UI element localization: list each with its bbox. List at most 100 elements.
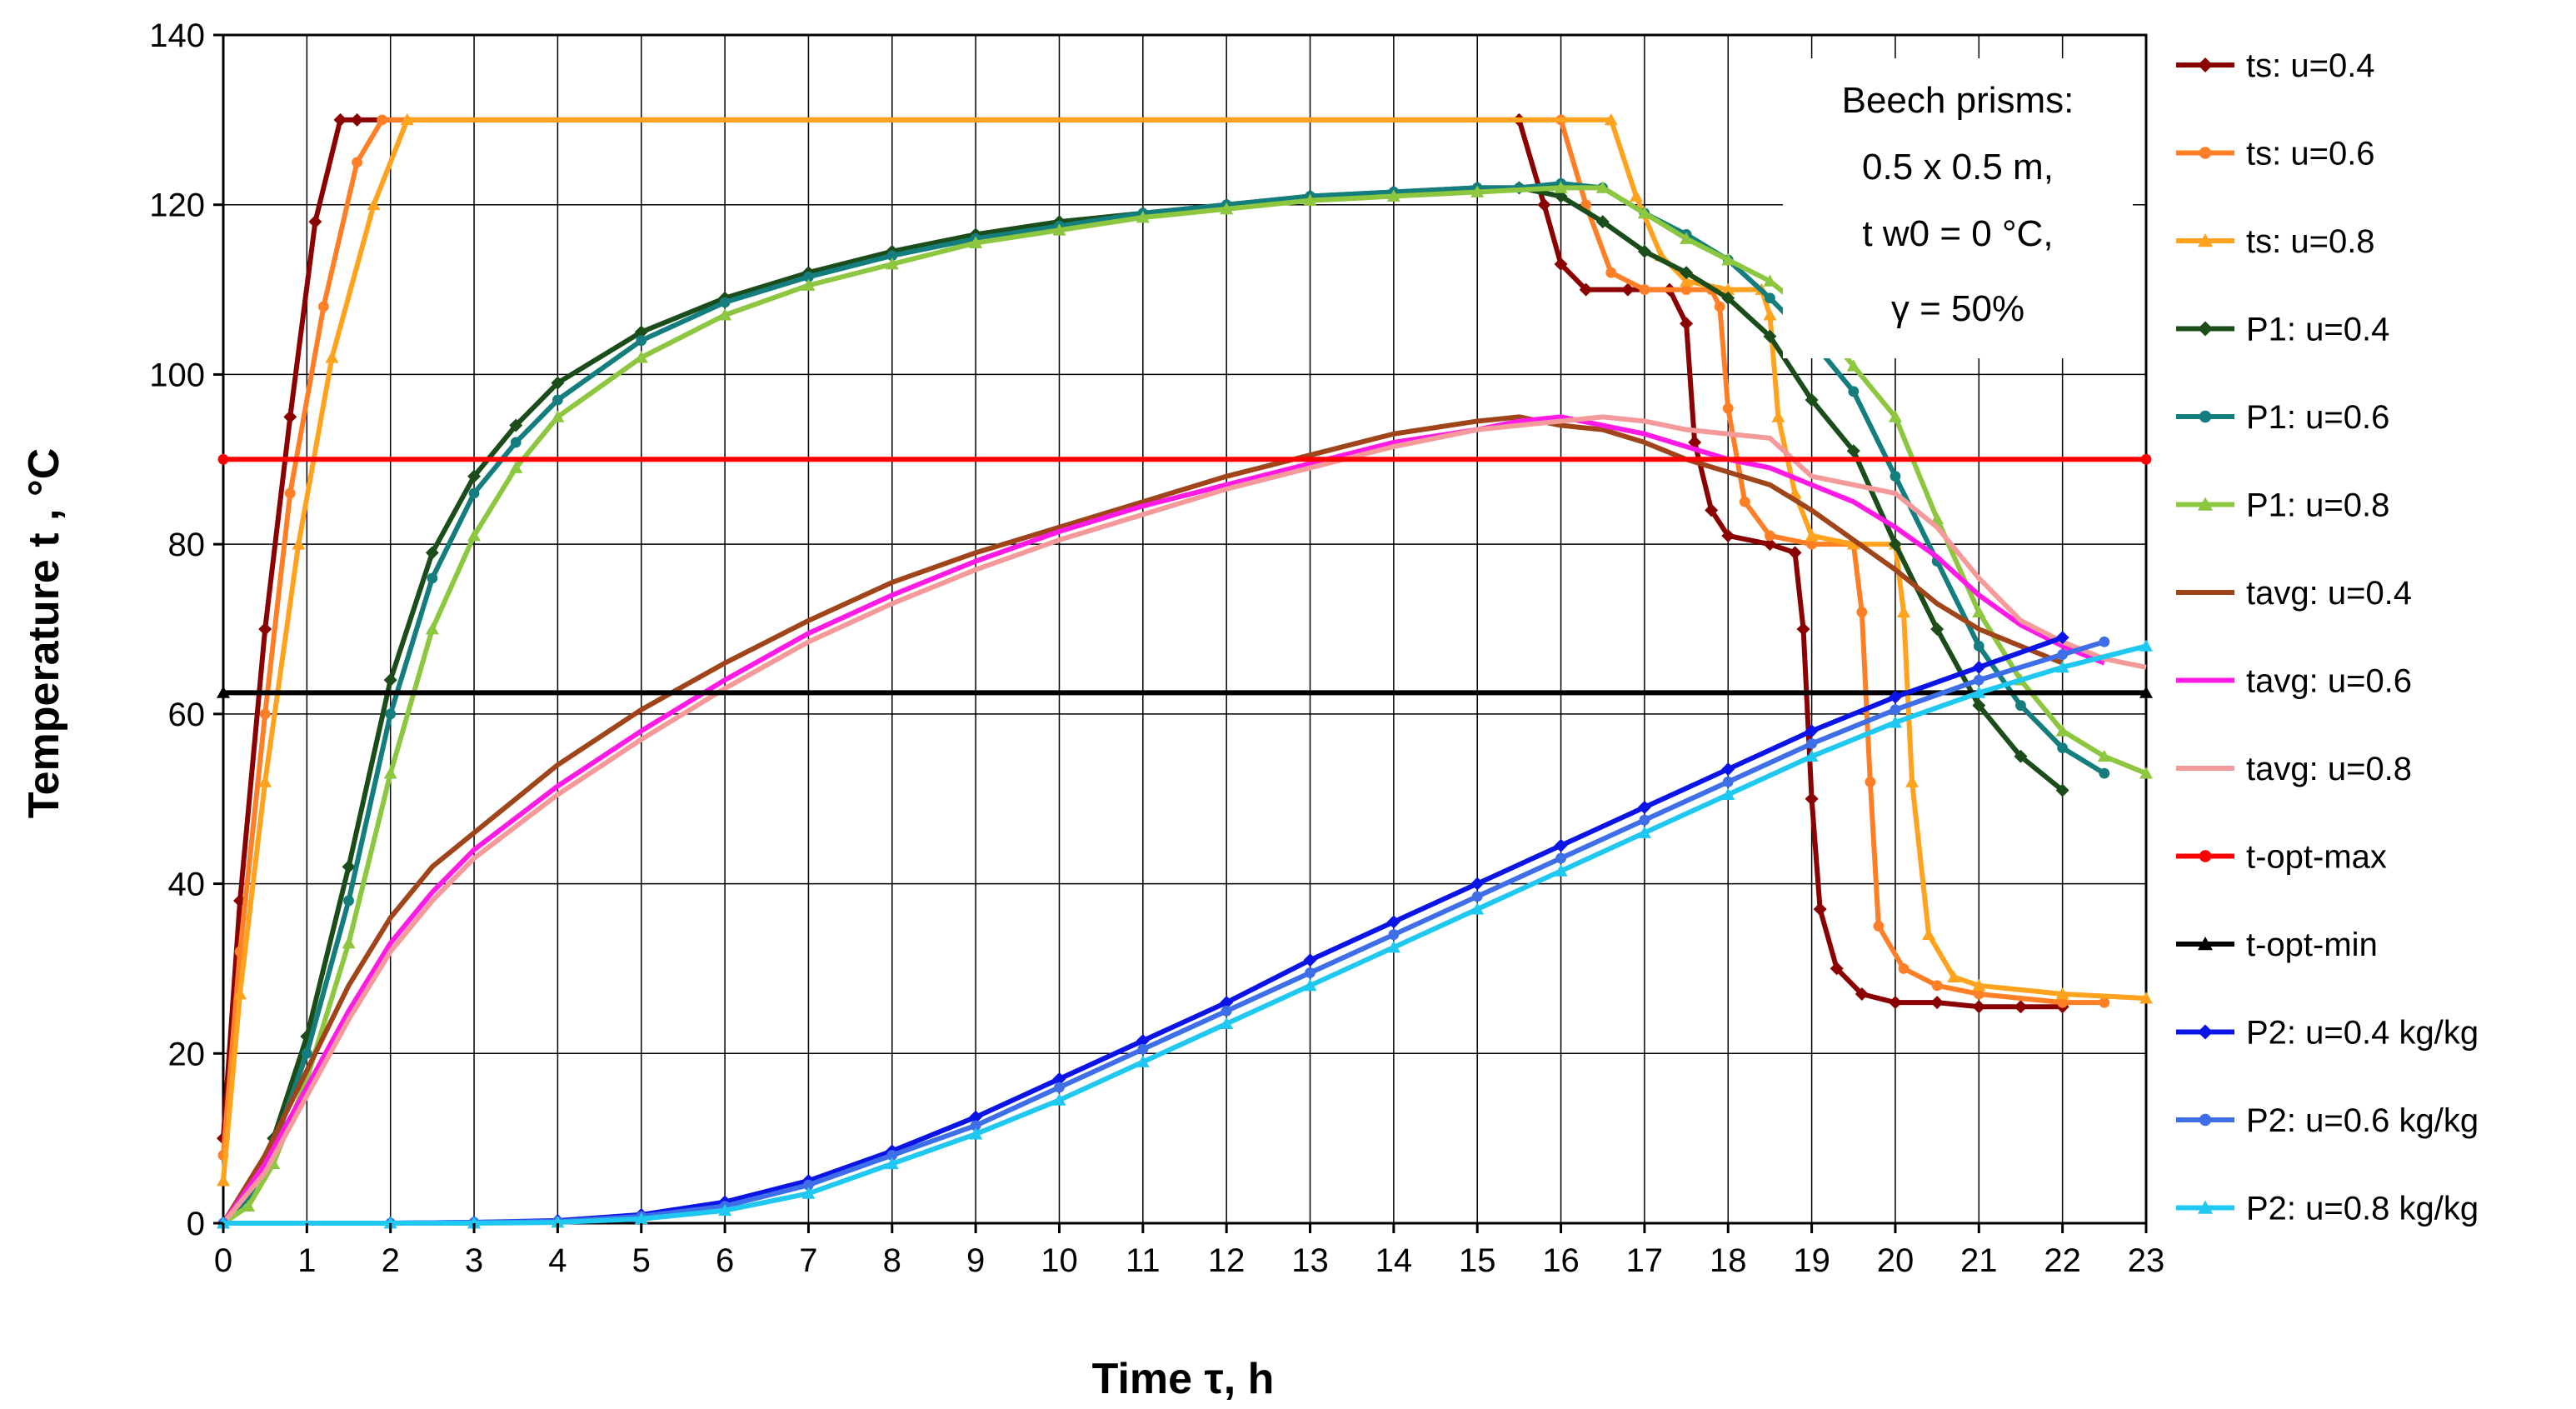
annotation-background xyxy=(1783,58,2133,358)
series-line xyxy=(221,414,2064,1225)
data-point xyxy=(969,1110,983,1124)
legend-label: ts: u=0.4 xyxy=(2246,47,2375,84)
series-7 xyxy=(221,414,2105,1225)
data-point xyxy=(1846,359,1860,372)
axis-ticks: 0 1 2 3 4 5 6 7 8 9 10 11 12 13 14 15 16 17 18 19 20 21 22 2302… xyxy=(149,17,2164,1279)
data-point xyxy=(1973,674,1984,686)
x-tick-label: 21 xyxy=(1960,1242,1998,1279)
data-point xyxy=(2055,724,2069,737)
data-point xyxy=(2097,749,2111,762)
legend-label: t-opt-min xyxy=(2246,927,2378,963)
data-point xyxy=(969,1127,983,1140)
data-point xyxy=(1386,940,1400,953)
y-tick-label: 100 xyxy=(149,357,205,393)
x-axis-title: Time τ, h xyxy=(1092,1355,1275,1403)
legend-marker xyxy=(2199,410,2212,423)
series-1 xyxy=(217,114,2110,1161)
legend-marker xyxy=(2198,233,2213,247)
data-point xyxy=(259,708,271,720)
data-point xyxy=(1554,257,1568,272)
legend-item-5: P1: u=0.8 xyxy=(2176,487,2389,524)
data-point xyxy=(352,157,362,168)
x-tick-label: 1 xyxy=(297,1242,316,1279)
data-point xyxy=(2140,453,2152,465)
data-point xyxy=(1639,814,1650,826)
legend-item-3: P1: u=0.4 xyxy=(2176,312,2389,348)
data-point xyxy=(400,112,414,126)
data-point xyxy=(885,257,899,270)
data-point xyxy=(1680,266,1694,280)
data-point xyxy=(1680,284,1692,295)
data-point xyxy=(1765,292,1775,304)
data-point xyxy=(803,1179,814,1191)
data-point xyxy=(634,325,648,339)
data-point xyxy=(1555,852,1566,864)
legend-item-12: P2: u=0.6 kg/kg xyxy=(2176,1102,2479,1139)
data-point xyxy=(634,1212,648,1225)
annotation-line-3: t w0 = 0 °C, xyxy=(1862,213,2053,254)
data-point xyxy=(383,1217,397,1229)
data-point xyxy=(1136,1055,1150,1067)
legend-marker xyxy=(2199,147,2212,159)
series-13 xyxy=(217,639,2153,1229)
data-point xyxy=(2057,997,2069,1008)
data-point xyxy=(2014,749,2028,763)
legend-label: ts: u=0.6 xyxy=(2246,136,2375,172)
x-tick-label: 3 xyxy=(465,1242,483,1279)
data-point xyxy=(1595,181,1610,193)
data-point xyxy=(1739,496,1750,507)
data-point xyxy=(1220,202,1234,215)
legend-marker xyxy=(2198,321,2213,337)
data-point xyxy=(2139,992,2153,1004)
x-tick-label: 11 xyxy=(1126,1242,1161,1279)
data-point xyxy=(1805,392,1819,407)
data-point xyxy=(2099,767,2110,779)
data-point xyxy=(2057,649,2069,660)
x-tick-label: 15 xyxy=(1459,1242,1496,1279)
data-point xyxy=(1721,787,1735,801)
data-point xyxy=(552,394,563,406)
data-point xyxy=(1905,775,1920,787)
data-point xyxy=(1805,749,1819,762)
data-point xyxy=(242,1199,256,1212)
data-point xyxy=(217,453,229,465)
data-point xyxy=(1714,301,1725,312)
data-point xyxy=(233,987,247,1000)
series-line xyxy=(221,181,2106,1226)
x-tick-label: 14 xyxy=(1375,1242,1413,1279)
data-point xyxy=(718,1203,732,1217)
data-point xyxy=(217,1174,230,1187)
y-tick-label: 60 xyxy=(168,697,206,733)
data-point xyxy=(1830,962,1844,976)
legend-item-4: P1: u=0.6 xyxy=(2176,399,2389,436)
data-point xyxy=(2139,767,2153,779)
data-point xyxy=(2139,686,2153,698)
legend-label: P1: u=0.6 xyxy=(2246,399,2389,436)
data-point xyxy=(2015,700,2026,712)
data-point xyxy=(325,351,339,363)
legend-item-8: tavg: u=0.8 xyxy=(2176,751,2412,787)
data-point xyxy=(1888,996,1902,1010)
data-point xyxy=(2057,742,2069,753)
data-point xyxy=(425,622,439,635)
data-point xyxy=(1605,267,1617,278)
data-point xyxy=(2014,1000,2028,1014)
legend-item-0: ts: u=0.4 xyxy=(2176,47,2375,84)
legend-marker xyxy=(2198,937,2213,951)
x-tick-label: 4 xyxy=(548,1242,567,1279)
data-point xyxy=(1721,762,1735,777)
data-point xyxy=(1972,1000,1986,1014)
data-point xyxy=(258,622,272,636)
annotation-line-2: 0.5 x 0.5 m, xyxy=(1862,147,2054,187)
data-point xyxy=(1771,410,1785,422)
data-point xyxy=(292,537,306,550)
y-tick-label: 80 xyxy=(168,527,206,563)
data-point xyxy=(427,572,438,584)
data-point xyxy=(1890,704,1901,716)
x-tick-label: 0 xyxy=(214,1242,232,1279)
series-9 xyxy=(217,453,2152,465)
data-point xyxy=(1680,317,1694,331)
data-point xyxy=(1763,308,1777,321)
data-point xyxy=(342,860,356,874)
